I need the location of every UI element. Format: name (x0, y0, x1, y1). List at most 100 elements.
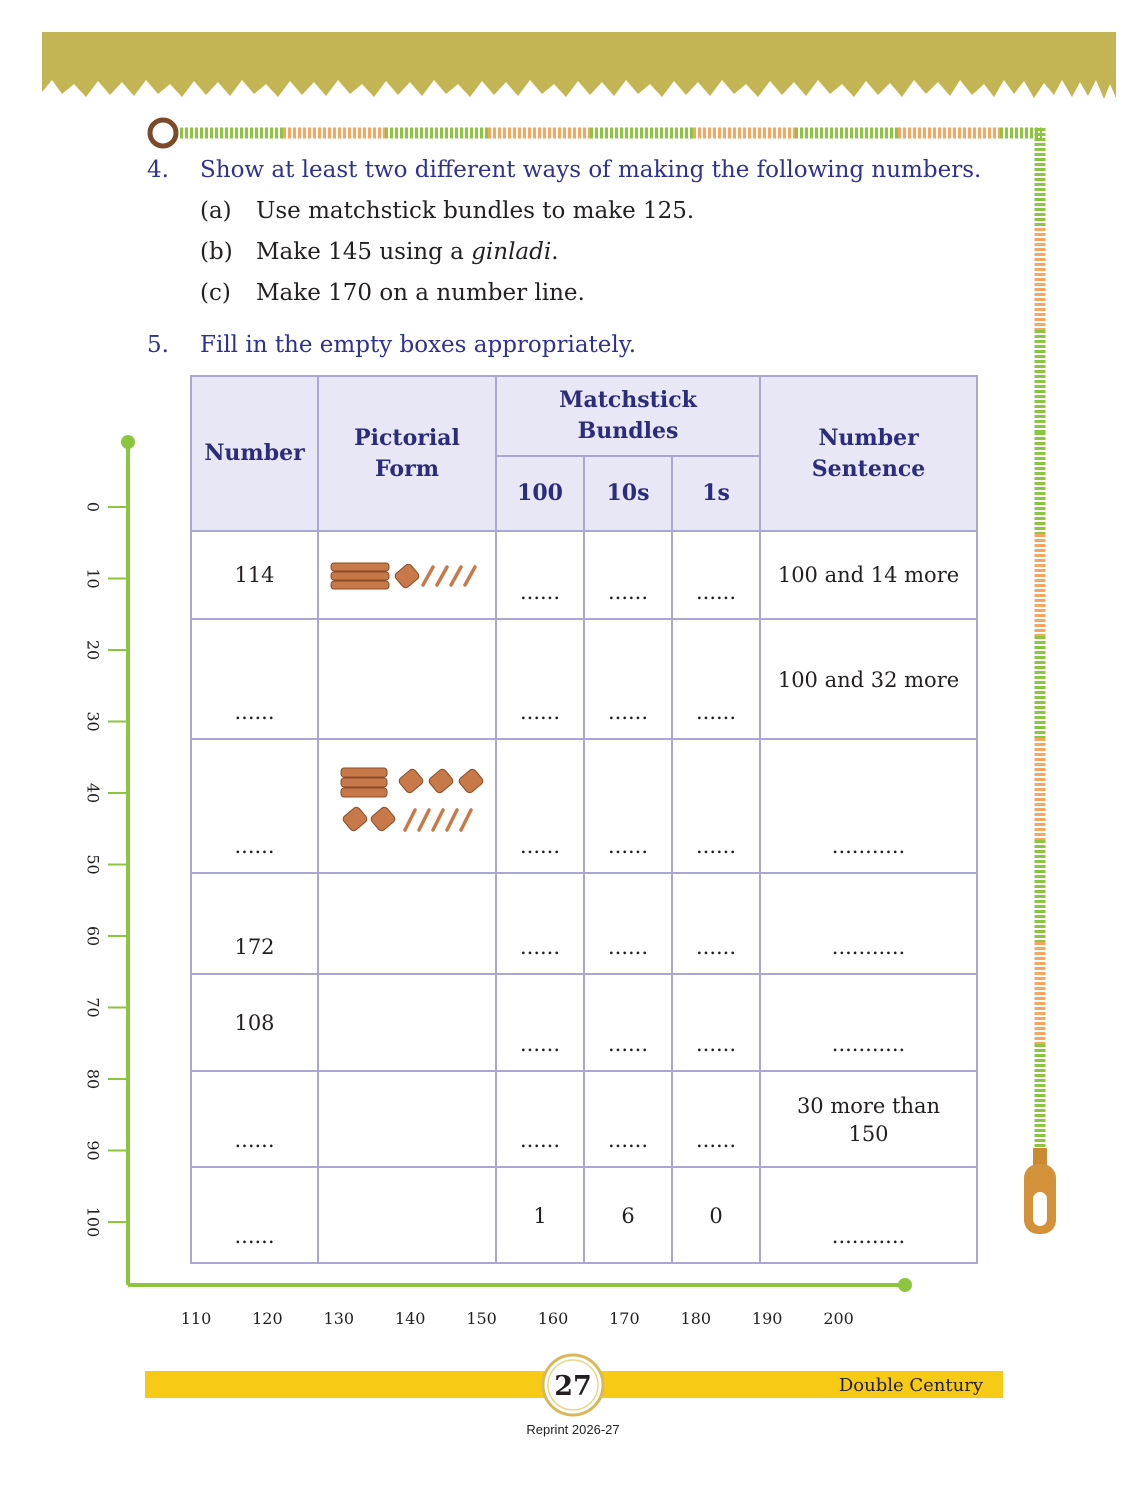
pictorial-cell (317, 530, 497, 620)
ruler-label: 200 (823, 1309, 854, 1328)
table-row: ...... ...... ...... ...... 100 and 32 m… (190, 618, 978, 740)
number-cell: ...... (190, 618, 319, 740)
header-cell: Number Sentence (759, 375, 978, 532)
tens-cell: ...... (583, 872, 673, 975)
sentence-cell: 100 and 14 more (759, 530, 978, 620)
ruler-label: 150 (466, 1309, 497, 1328)
page-badge-ring (547, 1359, 599, 1411)
sentence-cell: ........... (759, 1166, 978, 1264)
hundreds-cell: ...... (495, 618, 585, 740)
ruler-label: 10 (84, 568, 103, 588)
ruler-label: 80 (84, 1069, 103, 1089)
question-text: Fill in the empty boxes appropriately. (200, 332, 637, 358)
ruler-label: 90 (84, 1140, 103, 1160)
sentence-cell: 30 more than 150 (759, 1070, 978, 1168)
hundreds-cell: 1 (495, 1166, 585, 1264)
ruler-label: 0 (84, 502, 103, 512)
pictorial-cell (317, 973, 497, 1072)
ruler-label: 110 (181, 1309, 212, 1328)
header-cell: 100 (495, 455, 585, 532)
header-row: Number Pictorial Form Matchstick Bundles… (190, 375, 978, 532)
table-row: 172 ...... ...... ...... ........... (190, 872, 978, 975)
tens-cell: ...... (583, 973, 673, 1072)
number-cell: ...... (190, 1166, 319, 1264)
header-text: Pictorial Form (354, 424, 460, 482)
ruler-label: 60 (84, 926, 103, 946)
question-number: 5. (147, 332, 169, 358)
part-text: Make 145 using a (256, 239, 472, 265)
emphasis: ginladi (471, 239, 552, 265)
number-cell: 114 (190, 530, 319, 620)
chapter-title: Double Century (839, 1375, 984, 1396)
header-text: Number Sentence (811, 424, 926, 482)
hundreds-cell: ...... (495, 872, 585, 975)
ones-cell: ...... (671, 872, 761, 975)
page-number: 27 (554, 1371, 592, 1402)
bead-border (180, 127, 1046, 1150)
matchstick-picture (330, 562, 477, 589)
number-cell: 172 (190, 872, 319, 975)
table-row: ...... 1 6 0 ........... (190, 1166, 978, 1264)
matchstick-picture (340, 767, 484, 832)
sentence-cell: ........... (759, 738, 978, 874)
question-number: 4. (147, 157, 169, 183)
part-text: Make 145 using a ginladi. (256, 239, 559, 265)
ruler-label: 170 (609, 1309, 640, 1328)
tens-cell: ...... (583, 738, 673, 874)
zipper-pull (1024, 1148, 1056, 1234)
header-cell: Matchstick Bundles (495, 375, 761, 457)
ones-cell: ...... (671, 738, 761, 874)
pictorial-cell (317, 738, 497, 874)
question-text: Show at least two different ways of maki… (200, 157, 982, 183)
header-row: 100 10s 1s (191, 455, 977, 532)
pictorial-cell (317, 1166, 497, 1264)
ruler-label: 180 (681, 1309, 712, 1328)
part-text: Make 170 on a number line. (256, 280, 585, 306)
ruler-label: 100 (84, 1207, 103, 1238)
sentence-cell: ........... (759, 973, 978, 1072)
ruler-label: 20 (84, 640, 103, 660)
bead-start (147, 117, 179, 149)
ones-cell: ...... (671, 618, 761, 740)
ruler-label: 190 (752, 1309, 783, 1328)
ruler-end (121, 435, 135, 449)
ones-cell: ...... (671, 530, 761, 620)
ruler-label: 140 (395, 1309, 426, 1328)
header-cell: 10s (583, 455, 673, 532)
page-badge (541, 1353, 605, 1417)
ruler-label: 120 (252, 1309, 283, 1328)
part-label: (c) (200, 280, 231, 306)
part-text: . (551, 239, 559, 265)
number-cell: ...... (190, 1070, 319, 1168)
ones-cell: ...... (671, 1070, 761, 1168)
pictorial-cell (317, 872, 497, 975)
ruler-label: 160 (538, 1309, 569, 1328)
header-cell: Pictorial Form (317, 375, 497, 532)
pictorial-cell (317, 618, 497, 740)
sentence-cell: 100 and 32 more (759, 618, 978, 740)
sentence-cell: ........... (759, 872, 978, 975)
header-text: Matchstick Bundles (559, 387, 697, 444)
ruler-label: 130 (324, 1309, 355, 1328)
table-row: 108 ...... ...... ...... ........... (190, 973, 978, 1072)
hundreds-cell: ...... (495, 530, 585, 620)
sentence-text: 30 more than 150 (796, 1094, 941, 1146)
tens-cell: ...... (583, 530, 673, 620)
grass-banner (42, 32, 1116, 99)
number-cell: ...... (190, 738, 319, 874)
hundreds-cell: ...... (495, 1070, 585, 1168)
ruler-label: 30 (84, 711, 103, 731)
header-cell: Number (190, 375, 319, 532)
part-label: (a) (200, 198, 232, 224)
tens-cell: ...... (583, 1070, 673, 1168)
table-row: 114 ...... ...... ...... 100 and 14 more (190, 530, 978, 620)
ruler-label: 50 (84, 854, 103, 874)
table-row: ...... ...... ...... ...... 30 more than… (190, 1070, 978, 1168)
hundreds-cell: ...... (495, 973, 585, 1072)
number-cell: 108 (190, 973, 319, 1072)
part-label: (b) (200, 239, 233, 265)
place-value-table: Number Pictorial Form Matchstick Bundles… (190, 375, 978, 1264)
tens-cell: ...... (583, 618, 673, 740)
